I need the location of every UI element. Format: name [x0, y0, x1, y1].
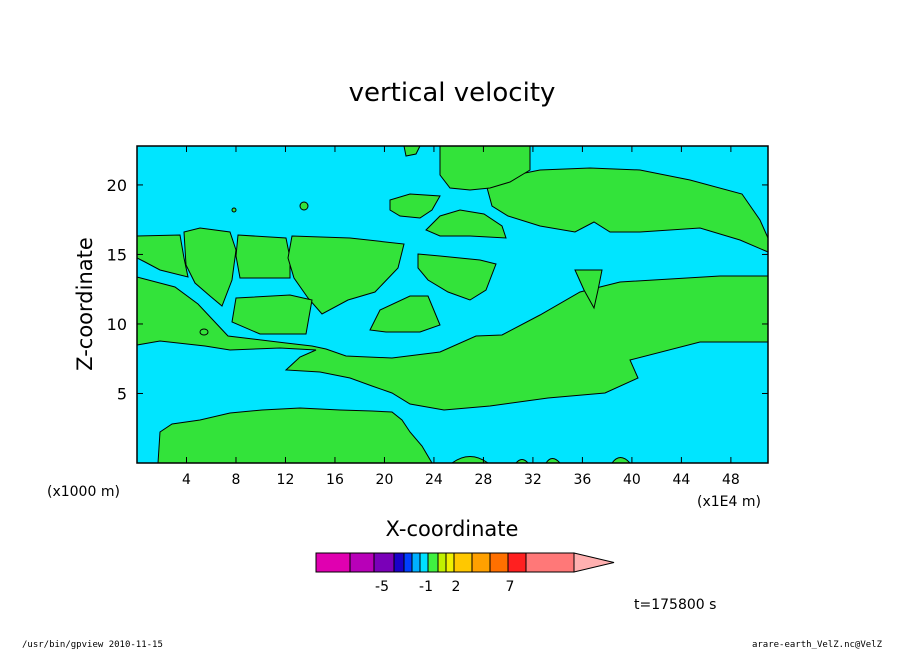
footer-left: /usr/bin/gpview 2010-11-15 — [22, 640, 163, 650]
colorbar-arrow — [573, 552, 615, 573]
colorbar-swatch — [525, 552, 575, 573]
plot-frame — [136, 145, 769, 464]
contour-region — [157, 407, 433, 464]
contour-region — [183, 227, 237, 307]
chart-title: vertical velocity — [349, 78, 556, 108]
contour-region — [136, 275, 769, 411]
contour-region — [389, 193, 441, 219]
colorbar-swatch — [507, 552, 527, 573]
y-tick-label: 5 — [117, 384, 127, 403]
footer-right: arare-earth_VelZ.nc@VelZ — [751, 640, 882, 650]
colorbar-swatch — [471, 552, 491, 573]
x-tick-label: 36 — [573, 472, 591, 488]
colorbar-swatch — [373, 552, 395, 573]
x-tick-label: 4 — [182, 472, 191, 488]
x-tick-label: 44 — [672, 472, 690, 488]
contour-region — [299, 201, 309, 211]
contour-region — [485, 167, 769, 253]
colorbar-swatch — [419, 552, 429, 573]
x-tick-label: 16 — [326, 472, 344, 488]
colorbar-swatch — [437, 552, 447, 573]
contour-region — [136, 234, 189, 278]
colorbar: -5 -1 2 7 — [315, 552, 615, 595]
colorbar-label: -5 — [375, 579, 389, 595]
time-annotation: t=175800 s — [634, 597, 716, 613]
x-tick-label: 12 — [277, 472, 295, 488]
colorbar-swatch — [403, 552, 413, 573]
y-tick-label: 15 — [107, 245, 127, 264]
colorbar-swatch — [315, 552, 351, 573]
x-tick-label: 20 — [376, 472, 394, 488]
x-tick-label: 24 — [425, 472, 443, 488]
colorbar-label: 2 — [452, 579, 461, 595]
y-tick-label: 20 — [107, 176, 127, 195]
contour-region — [231, 294, 313, 335]
y-axis-label: Z-coordinate — [73, 237, 97, 371]
colorbar-swatch — [411, 552, 421, 573]
x-tick-label: 28 — [475, 472, 493, 488]
x-tick-label: 48 — [722, 472, 740, 488]
contour-region — [574, 269, 603, 310]
y-tick-label: 10 — [107, 315, 127, 334]
contour-region — [439, 145, 531, 191]
contour-region — [231, 207, 237, 213]
colorbar-swatch — [489, 552, 509, 573]
contour-region — [287, 235, 405, 315]
contour-region — [235, 234, 291, 279]
colorbar-label: 7 — [506, 579, 515, 595]
x-axis-label: X-coordinate — [386, 517, 519, 541]
positive-velocity-regions — [136, 145, 769, 464]
colorbar-swatch — [393, 552, 405, 573]
x-tick-label: 8 — [232, 472, 241, 488]
contour-region — [425, 209, 507, 239]
contour-region — [417, 253, 497, 301]
plot-area — [136, 145, 769, 464]
x-axis: 4 8 12 16 20 24 28 32 36 40 44 48 — [182, 146, 740, 488]
colorbar-swatch — [349, 552, 375, 573]
x-unit-note: (x1000 m) — [47, 484, 120, 500]
colorbar-swatch — [427, 552, 439, 573]
x-tick-label: 40 — [623, 472, 641, 488]
colorbar-label: -1 — [419, 579, 433, 595]
colorbar-swatch — [453, 552, 473, 573]
contour-region — [369, 295, 441, 333]
x-scale-note: (x1E4 m) — [697, 494, 761, 510]
y-axis: 5 10 15 20 — [107, 176, 768, 403]
colorbar-swatch — [445, 552, 455, 573]
x-tick-label: 32 — [524, 472, 542, 488]
contour-region — [199, 328, 209, 336]
